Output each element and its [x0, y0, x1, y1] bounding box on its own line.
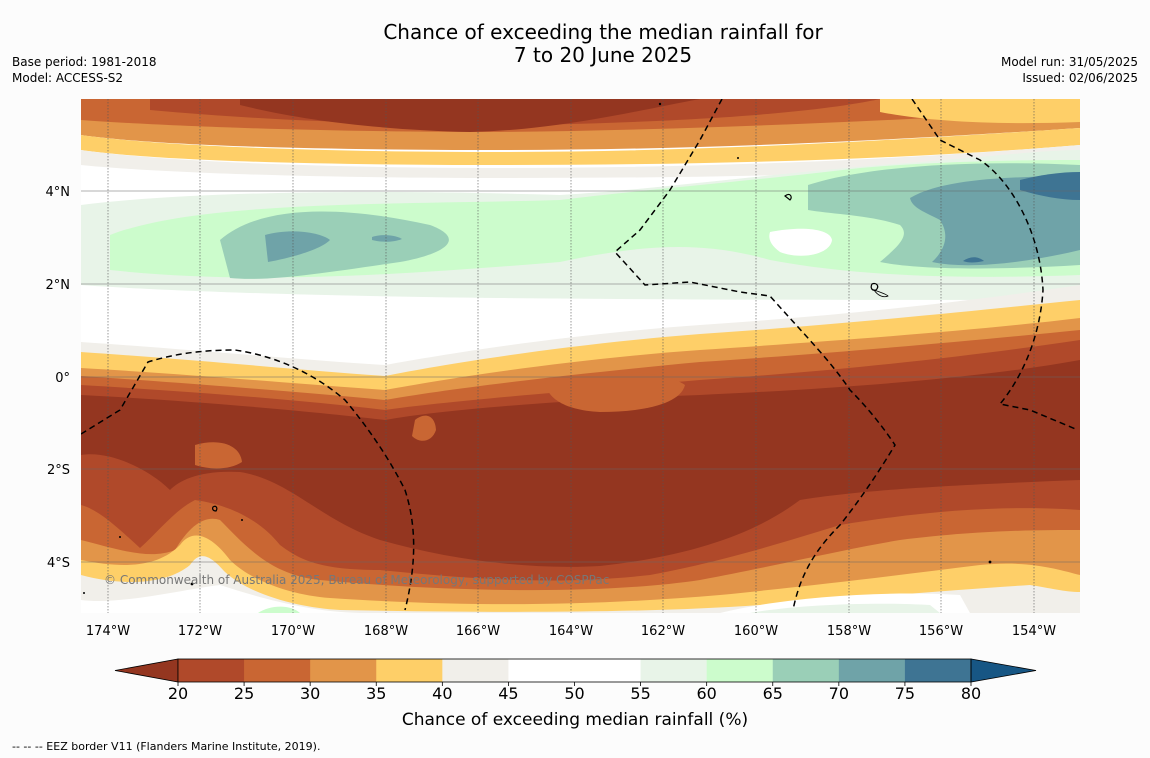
lon-label: 162°W	[641, 624, 685, 639]
lon-label: 158°W	[827, 624, 871, 639]
colorbar-segment	[310, 659, 377, 682]
map-title-line1: Chance of exceeding the median rainfall …	[383, 20, 823, 44]
probability-map: © Commonwealth of Australia 2025, Bureau…	[46, 99, 1080, 700]
colorbar-high-arrow	[970, 658, 1037, 683]
colorbar-segment	[838, 659, 906, 682]
colorbar-low-arrow	[114, 658, 179, 683]
base-info: Base period: 1981-2018 Model: ACCESS-S2	[12, 54, 157, 86]
colorbar-tick-label: 75	[895, 684, 915, 700]
colorbar-segment	[574, 659, 642, 682]
lon-label: 154°W	[1012, 624, 1056, 639]
colorbar-segment	[376, 659, 443, 682]
model-name: Model: ACCESS-S2	[12, 71, 124, 85]
colorbar-label: Chance of exceeding median rainfall (%)	[401, 710, 749, 730]
model-run: Model run: 31/05/2025	[1000, 55, 1138, 69]
lon-label: 166°W	[456, 624, 500, 639]
latitude-labels: 4°N 2°N 0° 2°S 4°S	[46, 185, 71, 571]
run-info: Model run: 31/05/2025 Issued: 02/06/2025	[1001, 54, 1138, 86]
colorbar-tick-label: 45	[498, 684, 518, 700]
colorbar-segment	[178, 659, 245, 682]
colorbar-segment	[706, 659, 774, 682]
issued-date: Issued: 02/06/2025	[1022, 71, 1138, 85]
lon-label: 174°W	[86, 624, 130, 639]
lon-label: 170°W	[271, 624, 315, 639]
colorbar-tick-label: 50	[564, 684, 584, 700]
colorbar-tick-label: 20	[168, 684, 188, 700]
colorbar-segment	[772, 659, 840, 682]
colorbar-tick-label: 65	[763, 684, 783, 700]
lat-label: 4°S	[47, 556, 70, 571]
colorbar-segment	[904, 659, 972, 682]
colorbar-segment	[244, 659, 311, 682]
lon-label: 156°W	[919, 624, 963, 639]
colorbar-tick-label: 70	[829, 684, 849, 700]
lon-label: 164°W	[549, 624, 593, 639]
colorbar-tick-label: 35	[366, 684, 386, 700]
map-title-line2: 7 to 20 June 2025	[513, 43, 693, 67]
colorbar-segment	[508, 659, 575, 682]
copyright-text: © Commonwealth of Australia 2025, Bureau…	[104, 573, 609, 587]
colorbar-segment	[442, 659, 509, 682]
base-period: Base period: 1981-2018	[12, 55, 157, 69]
lat-label: 4°N	[46, 185, 71, 200]
colorbar: 20 25 30 35 40 45 50 55 60 65 70 75 80	[114, 658, 1037, 700]
eez-footnote: -- -- -- EEZ border V11 (Flanders Marine…	[12, 740, 321, 753]
lon-label: 160°W	[734, 624, 778, 639]
lat-label: 2°N	[46, 278, 71, 293]
lat-label: 0°	[55, 371, 70, 386]
lat-label: 2°S	[47, 463, 70, 478]
colorbar-tick-label: 80	[961, 684, 981, 700]
colorbar-tick-label: 60	[696, 684, 716, 700]
colorbar-tick-label: 30	[300, 684, 320, 700]
map-area: © Commonwealth of Australia 2025, Bureau…	[81, 99, 1080, 613]
lon-label: 168°W	[364, 624, 408, 639]
colorbar-tick-label: 25	[234, 684, 254, 700]
colorbar-tick-label: 40	[432, 684, 452, 700]
colorbar-tick-label: 55	[630, 684, 650, 700]
longitude-labels: 174°W 172°W 170°W 168°W 166°W 164°W 162°W 160°W…	[86, 624, 1056, 639]
colorbar-segment	[640, 659, 708, 682]
lon-label: 172°W	[178, 624, 222, 639]
